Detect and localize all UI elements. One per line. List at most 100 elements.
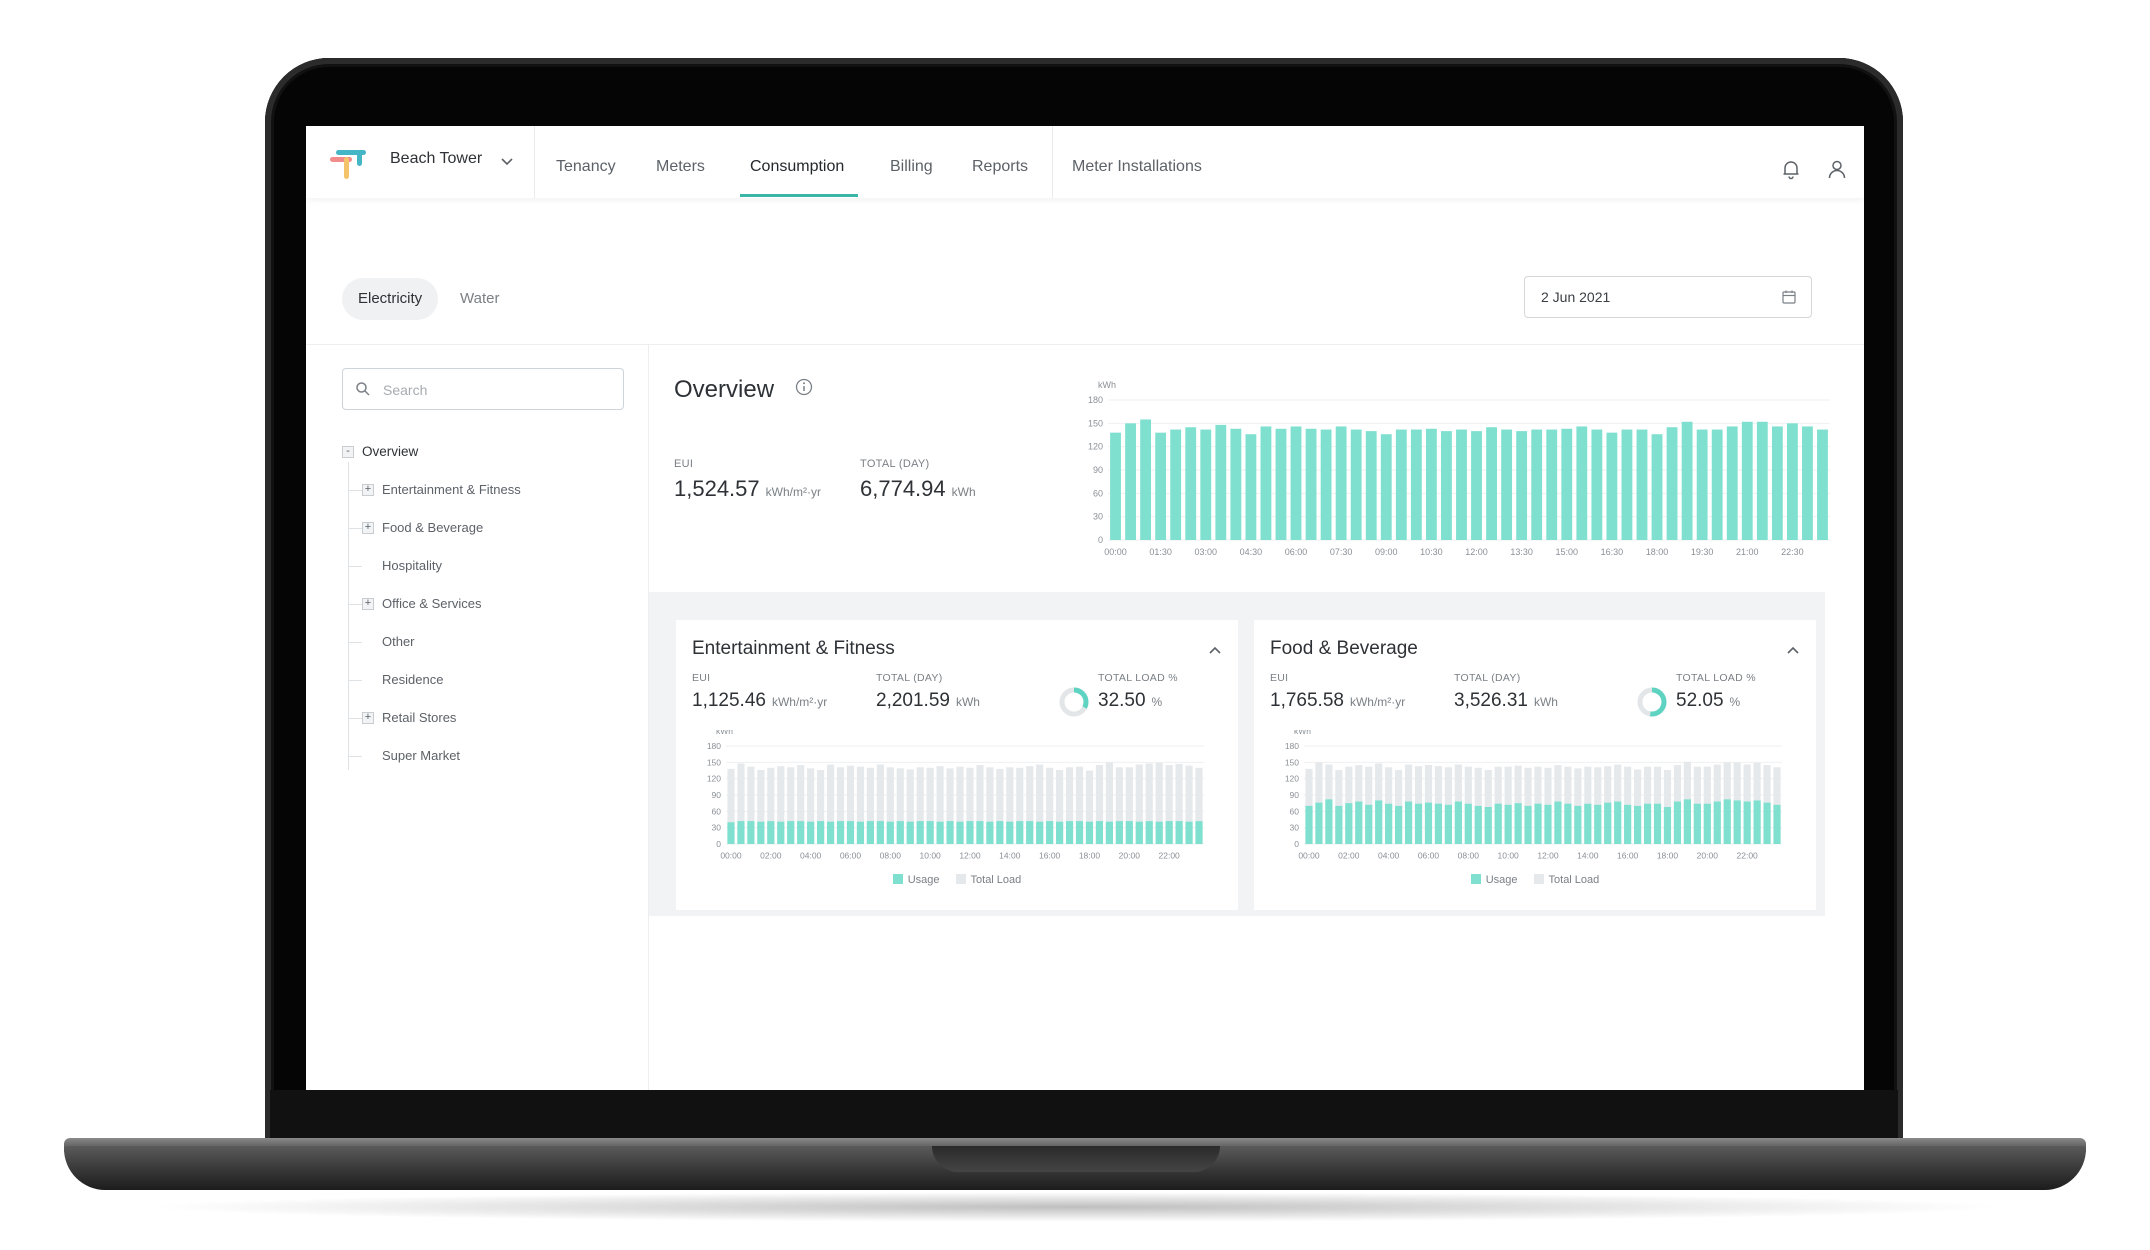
tab-electricity[interactable]: Electricity [342,278,439,320]
x-tick-label: 13:30 [1510,547,1533,557]
eui-number: 1,524.57 [674,476,760,501]
bar-usage [1474,805,1482,844]
tree-expand-toggle[interactable]: + [362,522,374,534]
bar-usage [1584,803,1592,844]
bar-usage [1404,801,1413,844]
search-input[interactable] [381,377,615,403]
total-number: 6,774.94 [860,476,946,501]
bar [1726,426,1738,540]
bar-usage [1056,821,1064,844]
bar-total-load [1125,767,1133,844]
bar-usage [1594,804,1602,844]
chart-legend: Usage Total Load [1254,874,1816,890]
tree-item-overview[interactable]: Overview [362,444,419,459]
y-axis-unit-label: kWh [1294,730,1311,736]
date-picker[interactable]: 2 Jun 2021 [1524,276,1812,318]
tree-item[interactable]: Office & Services [382,596,482,611]
total-unit: kWh [955,695,980,709]
x-tick-label: 20:00 [1697,851,1719,861]
chevron-down-icon[interactable] [500,154,514,168]
y-tick-label: 150 [707,757,721,767]
bell-icon[interactable] [1780,158,1802,180]
bar-total-load [866,767,874,844]
x-tick-label: 02:00 [760,851,782,861]
bar-total-load [1006,767,1014,844]
tree-item[interactable]: Other [382,634,415,649]
tree-item[interactable]: Entertainment & Fitness [382,482,521,497]
x-tick-label: 16:00 [1039,851,1061,861]
tree-item[interactable]: Food & Beverage [382,520,484,535]
bar-usage [1395,805,1403,844]
bar-usage [1723,799,1731,844]
bar-usage [906,821,914,844]
tree-expand-toggle[interactable]: + [362,484,374,496]
y-tick-label: 90 [712,790,722,800]
bar [1666,427,1678,540]
bar-usage [1614,801,1622,844]
bar-usage [1653,803,1662,844]
y-tick-label: 30 [712,823,722,833]
y-tick-label: 120 [1088,442,1103,452]
info-icon[interactable] [795,378,813,396]
nav-reports[interactable]: Reports [972,158,1029,175]
bar [1350,429,1362,540]
nav-consumption[interactable]: Consumption [750,158,845,175]
bar-usage [747,821,755,844]
bar [1441,431,1452,540]
section-divider [306,344,1864,345]
tree-item[interactable]: Hospitality [382,558,442,573]
card-eui-value: 1,125.46 kWh/m²·yr [692,690,827,712]
bar-total-load [986,767,994,844]
calendar-icon[interactable] [1781,289,1797,305]
tree-item[interactable]: Retail Stores [382,710,457,725]
user-icon[interactable] [1826,158,1848,180]
bar-usage [727,822,735,844]
tree-branch-line [348,680,362,681]
x-tick-label: 21:00 [1736,547,1759,557]
bar-usage [1634,805,1642,844]
tree-item[interactable]: Residence [382,672,444,687]
bar-total-load [946,768,954,844]
y-tick-label: 60 [712,806,722,816]
x-tick-label: 18:00 [1079,851,1101,861]
date-value: 2 Jun 2021 [1541,289,1611,305]
bar-usage [926,821,934,844]
bar-usage [1115,821,1123,844]
nav-billing[interactable]: Billing [890,158,933,175]
card-eui-label: EUI [692,672,711,684]
x-tick-label: 07:30 [1330,547,1353,557]
top-navigation-bar: Beach Tower Tenancy Meters Consumption B… [306,126,1864,198]
tree-expand-toggle[interactable]: + [362,598,374,610]
tab-water[interactable]: Water [460,290,500,307]
bar-usage [817,821,825,844]
bar-total-load [1175,763,1183,844]
bar-usage [1095,821,1104,844]
bar-total-load [876,764,884,844]
bar-total-load [1026,766,1034,844]
tree-branch-line [348,490,362,491]
nav-meter-installations[interactable]: Meter Installations [1072,158,1202,175]
nav-tenancy[interactable]: Tenancy [556,158,616,175]
building-selector[interactable]: Beach Tower [390,150,482,168]
bar-usage [1673,801,1682,844]
bar-usage [1534,803,1542,844]
nav-meters[interactable]: Meters [656,158,705,175]
x-tick-label: 12:00 [959,851,981,861]
category-consumption-chart: kWh 0 30 60 90 120 150 180 00:00 02:00 04:00 06:00 0… [707,730,1204,861]
bar [1531,429,1543,540]
y-tick-label: 180 [1285,741,1299,751]
bar-usage [1733,800,1741,844]
tree-branch-line [348,528,362,529]
bar [1456,429,1467,540]
tree-expand-toggle[interactable]: + [362,712,374,724]
chevron-up-icon[interactable] [1208,644,1222,658]
bar-usage [986,821,994,844]
search-icon [356,382,370,396]
bar [1696,429,1708,540]
bar-usage [1325,799,1333,844]
chevron-up-icon[interactable] [1786,644,1800,658]
tree-collapse-toggle[interactable]: - [342,446,354,458]
tree-item[interactable]: Super Market [382,748,461,763]
y-tick-label: 180 [707,741,721,751]
laptop-notch [932,1146,1220,1172]
